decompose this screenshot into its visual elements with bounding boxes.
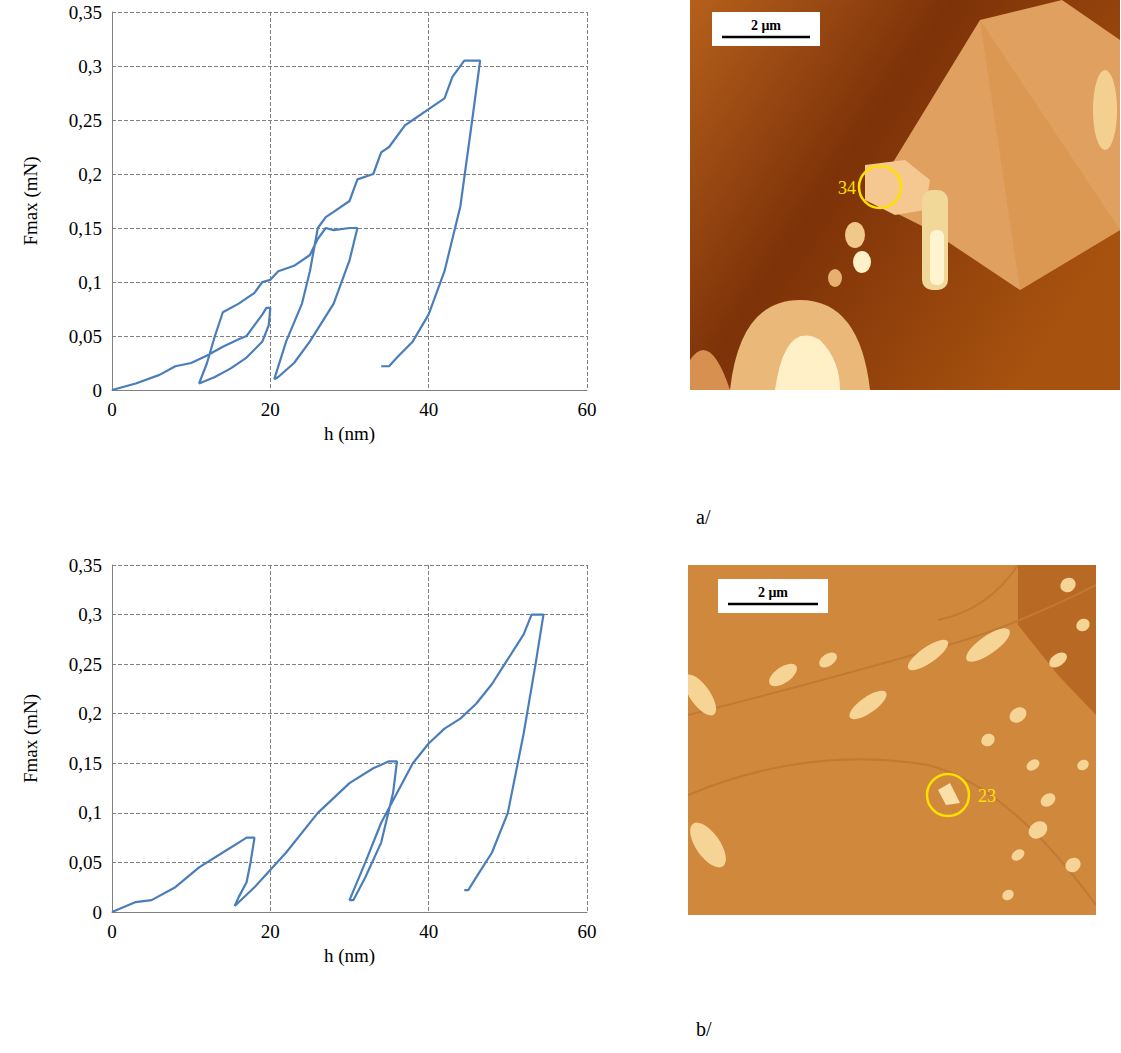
svg-text:0,3: 0,3 — [78, 604, 102, 625]
svg-text:2 μm: 2 μm — [758, 585, 788, 600]
svg-text:0,25: 0,25 — [69, 654, 102, 675]
svg-text:0,35: 0,35 — [69, 555, 102, 576]
svg-text:2 μm: 2 μm — [751, 18, 781, 33]
svg-text:0,3: 0,3 — [78, 56, 102, 77]
svg-text:0,05: 0,05 — [69, 326, 102, 347]
html-text:b/: b/ — [696, 1018, 712, 1040]
svg-text:60: 60 — [578, 399, 597, 420]
svg-text:0,1: 0,1 — [78, 802, 102, 823]
svg-text:0: 0 — [107, 399, 117, 420]
svg-text:0,25: 0,25 — [69, 110, 102, 131]
svg-text:0,35: 0,35 — [69, 2, 102, 23]
svg-text:0,2: 0,2 — [78, 164, 102, 185]
svg-text:20: 20 — [261, 399, 280, 420]
svg-text:0: 0 — [107, 921, 117, 942]
svg-text:40: 40 — [419, 399, 438, 420]
svg-text:0,05: 0,05 — [69, 852, 102, 873]
svg-text:0,15: 0,15 — [69, 218, 102, 239]
html-text:a/: a/ — [696, 506, 711, 528]
svg-text:40: 40 — [419, 921, 438, 942]
svg-text:23: 23 — [978, 786, 996, 806]
svg-text:0,15: 0,15 — [69, 753, 102, 774]
svg-text:60: 60 — [578, 921, 597, 942]
svg-text:34: 34 — [838, 178, 856, 198]
svg-text:0: 0 — [93, 380, 103, 401]
svg-text:0,1: 0,1 — [78, 272, 102, 293]
svg-text:0: 0 — [93, 902, 103, 923]
svg-text:h (nm): h (nm) — [324, 945, 375, 967]
svg-text:Fmax (mN): Fmax (mN) — [20, 694, 42, 783]
svg-text:20: 20 — [261, 921, 280, 942]
svg-text:h (nm): h (nm) — [324, 423, 375, 445]
svg-text:Fmax (mN): Fmax (mN) — [20, 156, 42, 245]
svg-text:0,2: 0,2 — [78, 703, 102, 724]
